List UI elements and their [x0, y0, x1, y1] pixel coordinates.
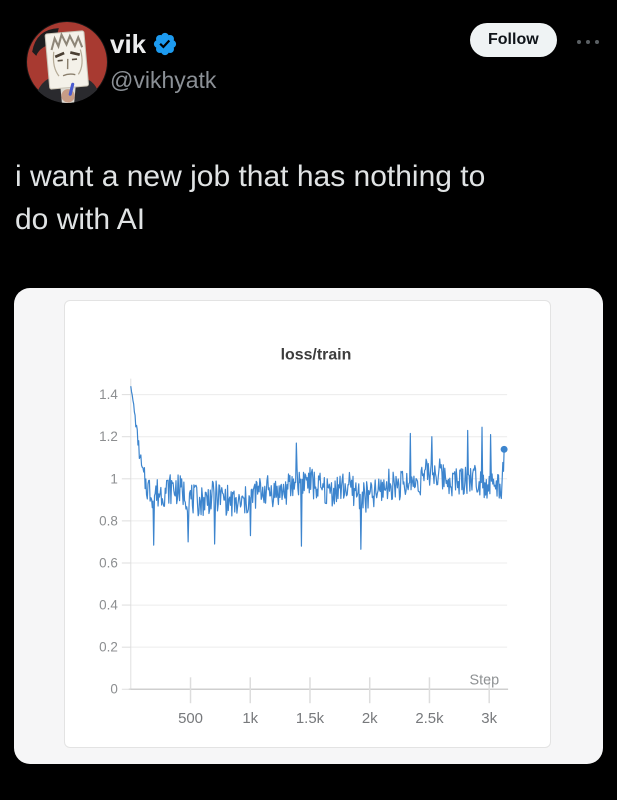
svg-text:1.5k: 1.5k	[296, 710, 325, 727]
svg-text:0: 0	[110, 682, 117, 697]
svg-text:1: 1	[110, 471, 117, 486]
svg-text:0.8: 0.8	[99, 513, 118, 528]
svg-text:1.4: 1.4	[99, 387, 118, 402]
tweet-text-line: i want a new job that has nothing to	[15, 160, 486, 193]
svg-text:2k: 2k	[362, 710, 378, 727]
verified-badge-icon	[154, 32, 177, 56]
svg-text:1k: 1k	[242, 710, 258, 727]
loss-chart-panel: 0 0.2 0.4 0.6 0.8 1 1.2 1.4 500 1k 1.5k 2k 2.5k 3k lo…	[64, 300, 551, 748]
avatar-image	[26, 21, 108, 103]
svg-text:2.5k: 2.5k	[415, 710, 444, 727]
avatar[interactable]	[26, 21, 108, 103]
svg-text:0.4: 0.4	[99, 598, 118, 613]
tweet-text: i want a new job that has nothing to do …	[15, 155, 605, 241]
tweet-text-line: do with AI	[15, 203, 146, 236]
svg-text:500: 500	[178, 710, 203, 727]
svg-text:0.6: 0.6	[99, 555, 118, 570]
svg-text:3k: 3k	[481, 710, 497, 727]
loss-series	[130, 386, 508, 550]
tweet-media-image[interactable]: 0 0.2 0.4 0.6 0.8 1 1.2 1.4 500 1k 1.5k 2k 2.5k 3k lo…	[14, 288, 603, 764]
more-dot-icon	[577, 40, 581, 44]
user-handle[interactable]: @vikhyatk	[110, 67, 217, 93]
svg-text:1.2: 1.2	[99, 429, 118, 444]
follow-button[interactable]: Follow	[470, 23, 557, 57]
more-dot-icon	[586, 40, 590, 44]
display-name[interactable]: vik	[110, 29, 147, 59]
more-dot-icon	[595, 40, 599, 44]
chart-ticks: 0 0.2 0.4 0.6 0.8 1 1.2 1.4 500 1k 1.5k 2k 2.5k 3k	[99, 387, 497, 727]
chart-title: loss/train	[281, 347, 352, 364]
more-options-button[interactable]	[573, 36, 603, 48]
svg-text:0.2: 0.2	[99, 640, 118, 655]
x-axis-label: Step	[469, 672, 499, 688]
chart-gridlines	[128, 378, 509, 691]
loss-chart: 0 0.2 0.4 0.6 0.8 1 1.2 1.4 500 1k 1.5k 2k 2.5k 3k lo…	[99, 347, 509, 727]
